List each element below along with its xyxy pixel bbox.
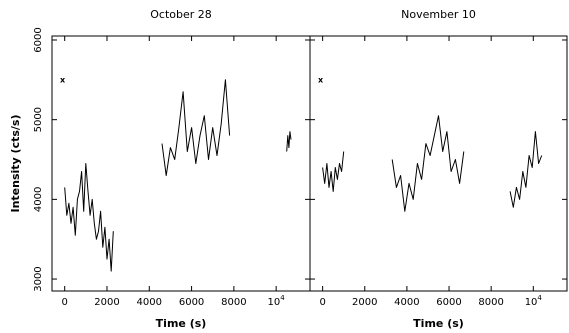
light-curve-segment-3 xyxy=(509,131,543,208)
x-tick-label: 4000 xyxy=(137,297,162,308)
x-axis-label: Time (s) xyxy=(413,317,464,330)
x-tick-label: 6000 xyxy=(179,297,204,308)
chart-title: November 10 xyxy=(401,8,476,21)
y-tick-label: 6000 xyxy=(33,27,44,52)
x-tick-label: 2000 xyxy=(94,297,119,308)
x-tick-label: 104 xyxy=(268,294,286,308)
light-curve-segment-2 xyxy=(161,79,231,176)
x-tick-label: 8000 xyxy=(221,297,246,308)
plot-frame xyxy=(309,35,568,292)
y-axis-label: Intensity (cts/s) xyxy=(9,115,22,213)
x-tick-label: 104 xyxy=(525,294,543,308)
panel-november-10: November 10 0 2000 4000 6000 8000 104 Time (s) x xyxy=(309,8,568,330)
light-curve-segment-2 xyxy=(391,115,465,212)
x-axis-label: Time (s) xyxy=(156,317,207,330)
x-tick-label: 6000 xyxy=(436,297,461,308)
light-curve-segment-1 xyxy=(322,151,345,192)
x-tick-label: 4000 xyxy=(394,297,419,308)
y-tick-label: 5000 xyxy=(33,107,44,132)
plot-frame xyxy=(51,35,311,292)
panel-october-28: October 28 0 2000 4000 6000 8000 104 3000 4000 50… xyxy=(9,8,311,330)
x-tick-label: 0 xyxy=(62,297,68,308)
y-tick-label: 3000 xyxy=(33,266,44,291)
light-curve-segment-1 xyxy=(64,163,114,272)
y-tick-label: 4000 xyxy=(33,187,44,212)
x-tick-label: 8000 xyxy=(478,297,503,308)
chart-title: October 28 xyxy=(150,8,212,21)
marker-symbol: x xyxy=(60,75,66,84)
marker-symbol: x xyxy=(318,75,324,84)
x-tick-label: 2000 xyxy=(352,297,377,308)
x-tick-label: 0 xyxy=(319,297,325,308)
light-curve-segment-3 xyxy=(286,131,292,152)
